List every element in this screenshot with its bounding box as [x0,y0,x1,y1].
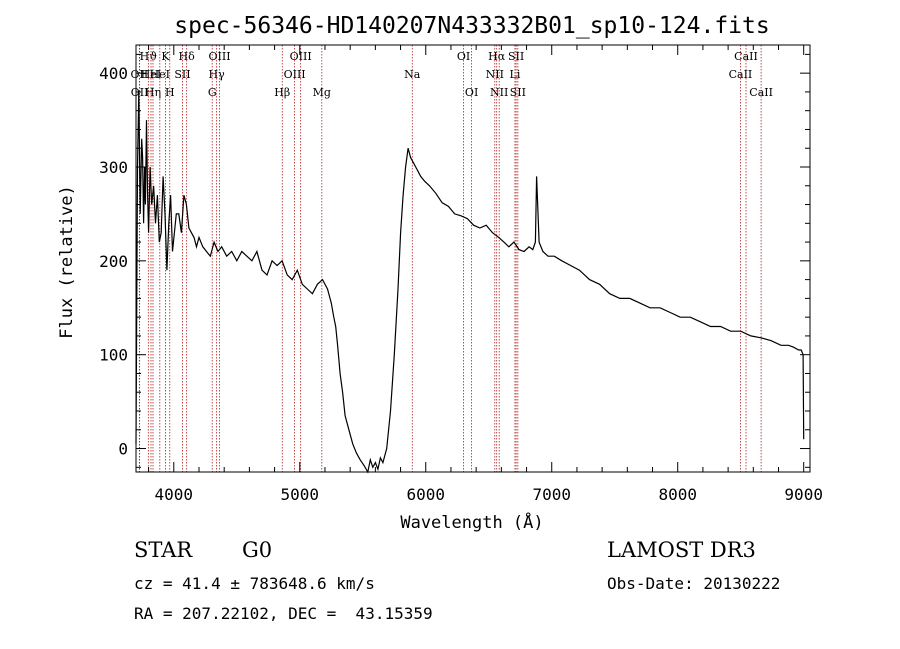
line-label-23: Hβ [274,86,290,99]
line-label-9: OII [131,68,149,81]
line-label-7: SII [508,50,524,63]
line-label-8: CaII [734,50,758,63]
x-axis-ticks: 4000 5000 6000 7000 8000 9000 [148,45,823,504]
line-label-2: Hδ [179,50,196,63]
line-label-3: OIII [208,50,230,63]
line-label-10: HeI [141,68,161,81]
line-label-4: OIII [290,50,312,63]
line-label-27: SII [510,86,526,99]
line-label-26: NII [490,86,508,99]
survey-name: LAMOST DR3 [607,538,756,562]
line-label-20: Hη [145,86,161,99]
plot-frame [135,44,811,473]
line-label-22: G [208,86,217,99]
x-tick-label-8000: 8000 [658,485,697,504]
y-axis-label: Flux (relative) [57,185,77,339]
line-label-19: OII [131,86,149,99]
redshift-readout: cz = 41.4 ± 783648.6 km/s [134,574,375,593]
line-label-28: CaII [749,86,773,99]
spectral-line-markers [139,45,762,472]
y-tick-label-400: 400 [99,64,128,83]
x-tick-label-7000: 7000 [532,485,571,504]
y-tick-label-300: 300 [99,158,128,177]
y-tick-label-0: 0 [118,440,128,459]
x-tick-label-6000: 6000 [406,485,445,504]
line-label-12: SII [174,68,190,81]
line-label-25: OI [465,86,478,99]
line-label-21: H [165,86,175,99]
x-tick-label-5000: 5000 [281,485,320,504]
x-axis-label: Wavelength (Å) [400,511,543,533]
object-subclass: G0 [242,538,273,562]
x-tick-label-4000: 4000 [155,485,194,504]
observation-date: Obs-Date: 20130222 [607,574,781,593]
line-label-1: K [161,50,170,63]
line-label-15: Na [404,68,421,81]
y-tick-label-100: 100 [99,346,128,365]
line-label-24: Mg [313,86,331,99]
line-label-14: OIII [284,68,306,81]
chart-title: spec-56346-HD140207N433332B01_sp10-124.f… [174,13,769,39]
line-label-17: Li [510,68,521,81]
y-axis-ticks: 0 100 200 300 400 [99,53,810,468]
coordinates-readout: RA = 207.22102, DEC = 43.15359 [134,604,433,623]
line-label-6: Hα [488,50,506,63]
line-label-18: CaII [729,68,753,81]
line-label-0: Hϑ [140,50,158,63]
x-tick-label-9000: 9000 [784,485,823,504]
object-class: STAR [134,538,193,562]
y-tick-label-200: 200 [99,252,128,271]
spectrum-series-line [135,91,805,474]
line-label-11: HeI [150,68,170,81]
line-label-5: OI [457,50,470,63]
line-label-16: NII [486,68,504,81]
line-label-13: Hγ [209,68,226,81]
